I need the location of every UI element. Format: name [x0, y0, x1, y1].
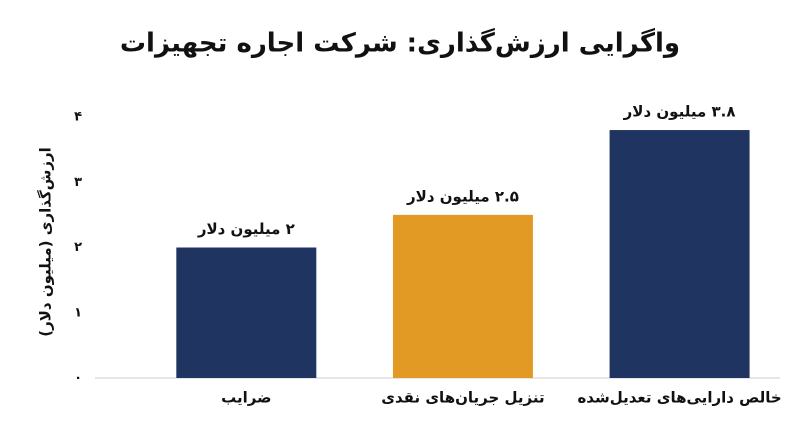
y-tick-label: ۱	[74, 305, 82, 320]
value-label: ۳.۸ میلیون دلار	[623, 103, 736, 121]
chart-title: واگرایی ارزش‌گذاری: شرکت اجاره تجهیزات	[120, 28, 680, 59]
x-tick-label: تنزیل جریان‌های نقدی	[381, 389, 544, 407]
x-tick-label: ضرایب	[221, 389, 271, 407]
bar	[392, 214, 533, 378]
x-tick-label: خالص دارایی‌های تعدیل‌شده	[577, 389, 781, 407]
y-tick-label: ۴	[74, 110, 82, 125]
y-tick-label: ۰	[74, 371, 82, 386]
y-tick-label: ۳	[74, 175, 82, 190]
bar	[609, 130, 750, 378]
bar	[176, 247, 317, 378]
y-axis-label: ارزش‌گذاری (میلیون دلار)	[37, 147, 55, 337]
y-tick-label: ۲	[74, 240, 82, 255]
value-label: ۲.۵ میلیون دلار	[406, 187, 519, 205]
value-label: ۲ میلیون دلار	[197, 220, 295, 238]
